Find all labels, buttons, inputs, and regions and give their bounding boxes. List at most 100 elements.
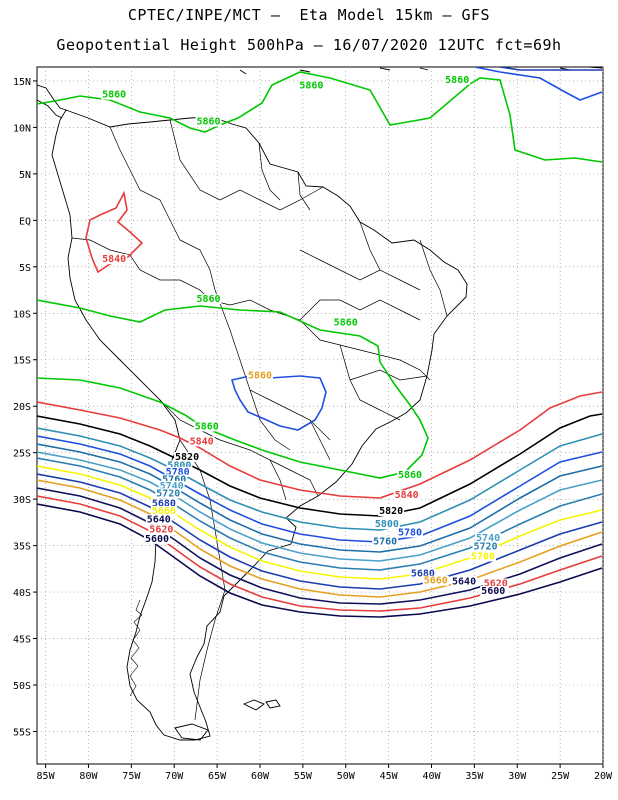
- contour-label-bg: [188, 436, 215, 447]
- contour-label-bg: [145, 514, 172, 525]
- contour-label: 5720: [156, 488, 180, 499]
- lon-tick-label: 60W: [251, 771, 270, 782]
- contour-label-bg: [409, 568, 436, 579]
- contour-label: 5860: [248, 370, 272, 381]
- contour-label-bg: [144, 533, 171, 544]
- lon-tick-label: 35W: [465, 771, 484, 782]
- contour-label-bg: [101, 254, 128, 265]
- contour-5760: [37, 443, 603, 553]
- contour-label: 5760: [162, 474, 186, 485]
- axis-ticks: 85W 80W 75W 70W 65W 60W 55W 50W 45W 40W 35W 30W 25W 2…: [13, 77, 613, 782]
- lon-tick-label: 70W: [165, 771, 184, 782]
- contour-label-bg: [378, 506, 405, 517]
- contour-label-bg: [480, 585, 507, 596]
- contour-label-bg: [150, 506, 177, 517]
- contour-label: 5740: [160, 481, 184, 492]
- contour-label: 5680: [152, 499, 176, 510]
- contour-label-bg: [195, 294, 222, 305]
- contour-5780: [474, 67, 603, 101]
- contour-label-bg: [174, 452, 201, 463]
- contour-label: 5600: [145, 534, 169, 545]
- lat-tick-label: 40S: [13, 588, 31, 599]
- contour-label-bg: [166, 460, 193, 471]
- contour-label-bg: [101, 89, 128, 100]
- contour-label: 5740: [476, 533, 500, 544]
- tierra-del-fuego: [174, 723, 209, 741]
- contour-label: 5820: [175, 452, 199, 463]
- contour-label-bg: [372, 536, 399, 547]
- contour-5660: [37, 479, 603, 598]
- contour-label-bg: [475, 532, 502, 543]
- lon-tick-label: 25W: [551, 771, 570, 782]
- contour-label: 5660: [152, 506, 176, 517]
- contour-label: 5860: [398, 470, 422, 481]
- contour-5860: [37, 71, 603, 163]
- contour-label-bg: [482, 578, 509, 589]
- contour-label-bg: [246, 370, 273, 381]
- contour-label: 5760: [373, 537, 397, 548]
- contour-label-bg: [469, 551, 496, 562]
- contour-label-bg: [397, 469, 424, 480]
- contour-label-bg: [332, 317, 359, 328]
- map-frame: [36, 66, 604, 765]
- lon-tick-label: 20W: [594, 771, 613, 782]
- contour-label-bg: [451, 576, 478, 587]
- contour-label-bg: [150, 498, 177, 509]
- lat-tick-label: 45S: [13, 635, 31, 646]
- chile-fjords: [129, 599, 143, 697]
- contour-label-bg: [193, 421, 220, 432]
- contour-label-bg: [373, 519, 400, 530]
- lon-tick-label: 45W: [380, 771, 399, 782]
- contour-label: 5720: [473, 541, 497, 552]
- contour-5820: [37, 413, 603, 517]
- contour-label: 5800: [375, 519, 399, 530]
- contour-label-bg: [161, 474, 188, 485]
- contour-label: 5860: [196, 117, 220, 128]
- contour-label-bg: [397, 527, 424, 538]
- contour-label-bg: [195, 116, 222, 127]
- contour-label: 5640: [147, 514, 171, 525]
- contour-label: 5840: [102, 254, 126, 265]
- contour-label-bg: [393, 490, 420, 501]
- lat-tick-label: 30S: [13, 495, 31, 506]
- contour-label: 5860: [196, 294, 220, 305]
- contour-label: 5680: [411, 568, 435, 579]
- contour-label: 5820: [379, 506, 403, 517]
- lon-tick-label: 75W: [122, 771, 141, 782]
- contour-label: 5840: [190, 436, 214, 447]
- contour-label: 5600: [481, 586, 505, 597]
- contour-label: 5860: [195, 421, 219, 432]
- contour-label-bg: [148, 524, 175, 535]
- lon-tick-label: 85W: [37, 771, 56, 782]
- contour-5740: [37, 451, 603, 562]
- contour-label: 5780: [398, 527, 422, 538]
- lat-tick-label: 15N: [13, 77, 31, 88]
- contour-label-bg: [158, 480, 185, 491]
- contour-label: 5660: [424, 576, 448, 587]
- contour-5800: [37, 427, 603, 531]
- lat-tick-label: 10N: [13, 123, 31, 134]
- contour-label: 5640: [452, 577, 476, 588]
- contour-5840: [85, 190, 144, 274]
- contour-label-bg: [155, 488, 182, 499]
- lat-tick-label: EQ: [19, 216, 31, 227]
- lat-tick-label: 15S: [13, 356, 31, 367]
- central-america-coastline: [37, 84, 67, 111]
- contour-label: 5620: [149, 525, 173, 536]
- contour-label-bg: [472, 541, 499, 552]
- lat-tick-label: 20S: [13, 402, 31, 413]
- contour-label: 5860: [334, 317, 358, 328]
- contour-label: 5780: [166, 467, 190, 478]
- contour-label: 5860: [102, 90, 126, 101]
- contour-label: 5700: [471, 552, 495, 563]
- lat-tick-label: 35S: [13, 542, 31, 553]
- contour-label-bg: [298, 80, 325, 91]
- contour-label: 5860: [299, 80, 323, 91]
- contour-5600: [37, 503, 603, 618]
- contour-label: 5840: [395, 490, 419, 501]
- contour-label-bg: [422, 575, 449, 586]
- contour-label: 5620: [484, 578, 508, 589]
- contour-label-bg: [164, 466, 191, 477]
- map-subtitle: Geopotential Height 500hPa – 16/07/2020 …: [56, 36, 562, 54]
